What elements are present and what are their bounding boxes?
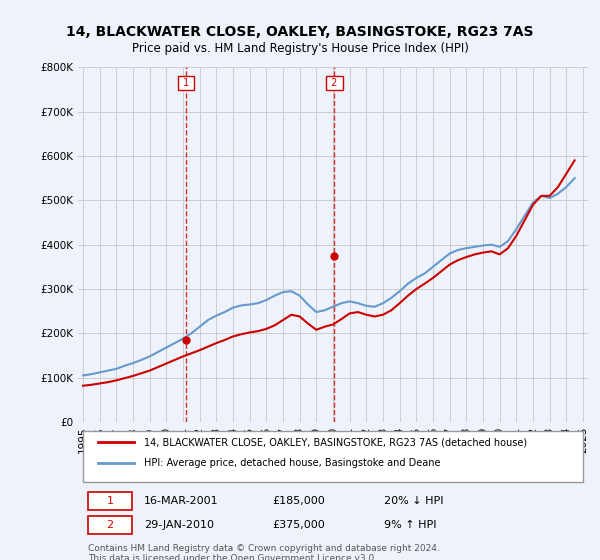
Text: 2: 2 (107, 520, 113, 530)
Text: HPI: Average price, detached house, Basingstoke and Deane: HPI: Average price, detached house, Basi… (145, 458, 441, 468)
FancyBboxPatch shape (83, 431, 583, 482)
Text: 20% ↓ HPI: 20% ↓ HPI (384, 496, 443, 506)
Text: 2: 2 (328, 78, 341, 88)
Text: 29-JAN-2010: 29-JAN-2010 (145, 520, 214, 530)
Text: 1: 1 (107, 496, 113, 506)
Text: 1: 1 (180, 78, 193, 88)
Text: 9% ↑ HPI: 9% ↑ HPI (384, 520, 437, 530)
Text: 14, BLACKWATER CLOSE, OAKLEY, BASINGSTOKE, RG23 7AS: 14, BLACKWATER CLOSE, OAKLEY, BASINGSTOK… (66, 25, 534, 39)
Text: 16-MAR-2001: 16-MAR-2001 (145, 496, 219, 506)
Text: 14, BLACKWATER CLOSE, OAKLEY, BASINGSTOKE, RG23 7AS (detached house): 14, BLACKWATER CLOSE, OAKLEY, BASINGSTOK… (145, 437, 527, 447)
FancyBboxPatch shape (88, 516, 131, 534)
Text: £375,000: £375,000 (272, 520, 325, 530)
Text: £185,000: £185,000 (272, 496, 325, 506)
Text: Contains HM Land Registry data © Crown copyright and database right 2024.
This d: Contains HM Land Registry data © Crown c… (88, 544, 440, 560)
Text: Price paid vs. HM Land Registry's House Price Index (HPI): Price paid vs. HM Land Registry's House … (131, 42, 469, 55)
FancyBboxPatch shape (88, 492, 131, 510)
